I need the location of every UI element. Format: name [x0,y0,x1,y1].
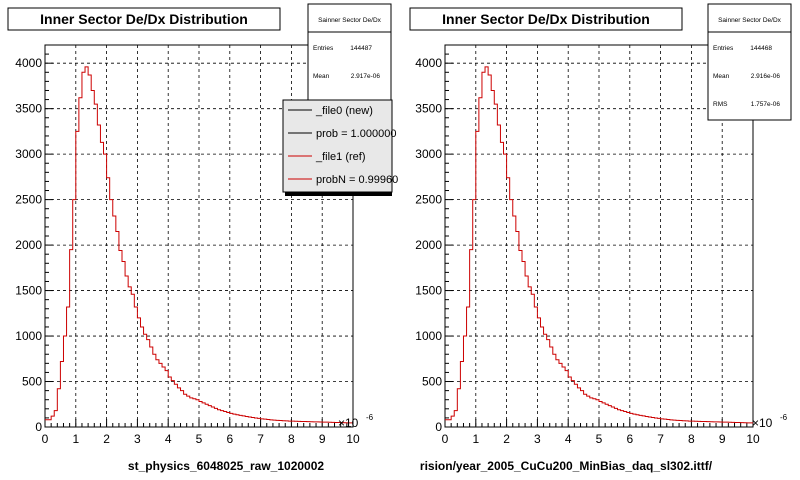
histogram-series [45,66,353,424]
x-exponent-label: ×10 [338,416,359,430]
y-tick-label: 3500 [415,102,442,116]
y-tick-label: 1500 [415,284,442,298]
y-tick-label: 3000 [415,147,442,161]
x-tick-label: 8 [688,432,695,446]
stats-box: Sainner Sector De/Dx Entries 144468 Mean… [707,3,792,121]
legend-entry: _file0 (new) [288,105,373,117]
y-tick-label: 500 [422,375,442,389]
y-tick-label: 4000 [15,56,42,70]
y-tick-label: 0 [35,420,42,434]
legend-entry: probN = 0.99960 [288,174,398,186]
x-tick-label: 8 [288,432,295,446]
axis-ticks: 0 1 2 3 4 5 6 7 8 9 10 0 500 1000 1500 2000 2500 3000 3500… [415,53,760,446]
x-tick-label: 10 [746,432,760,446]
y-tick-label: 1000 [415,329,442,343]
x-tick-label: 3 [134,432,141,446]
histogram-series [445,66,753,424]
legend-label: prob = 1.000000 [316,128,396,140]
x-tick-label: 4 [565,432,572,446]
legend-entry: _file1 (ref) [288,151,366,163]
stats-box: Sainner Sector De/Dx Entries 144487 Mean… [307,3,392,117]
x-axis-label: rision/year_2005_CuCu200_MinBias_daq_sl3… [420,459,713,473]
x-tick-label: 10 [346,432,360,446]
x-tick-label: 3 [534,432,541,446]
y-tick-label: 3500 [15,102,42,116]
x-tick-label: 4 [165,432,172,446]
x-tick-label: 9 [319,432,326,446]
stats-mean-label: Mean [313,73,330,80]
stats-rms-value: 1.757e-06 [751,101,781,108]
x-exponent-power: -6 [780,413,788,422]
legend-entry: prob = 1.000000 [288,128,396,140]
plot-title-box [409,7,683,31]
grid-lines [45,45,353,427]
x-tick-label: 7 [257,432,264,446]
x-tick-label: 5 [196,432,203,446]
left-plot-panel: Inner Sector De/Dx Distribution 0 1 2 3 4 5 6 7… [7,3,398,473]
legend: _file0 (new) prob = 1.000000 _file1 (ref… [282,99,398,196]
x-tick-label: 2 [503,432,510,446]
x-tick-label: 1 [472,432,479,446]
legend-label: _file1 (ref) [315,151,366,163]
y-tick-label: 1500 [15,284,42,298]
stats-entries-label: Entries [313,45,334,52]
stats-entries-value: 144487 [350,45,372,52]
grid-lines [445,45,753,427]
x-tick-label: 0 [442,432,449,446]
y-tick-label: 500 [22,375,42,389]
stats-rms-label: RMS [713,101,728,108]
legend-label: _file0 (new) [315,105,373,117]
y-tick-label: 0 [435,420,442,434]
x-tick-label: 5 [596,432,603,446]
plot-title: Inner Sector De/Dx Distribution [442,11,650,27]
x-tick-label: 0 [42,432,49,446]
stats-entries-value: 144468 [750,45,772,52]
stats-mean-value: 2.916e-06 [751,73,781,80]
x-tick-label: 6 [626,432,633,446]
right-plot-panel: Inner Sector De/Dx Distribution 0 1 2 3 4 5 6 7… [409,3,792,473]
plot-title: Inner Sector De/Dx Distribution [40,11,248,27]
y-tick-label: 4000 [415,56,442,70]
x-axis-label: st_physics_6048025_raw_1020002 [128,459,324,473]
y-tick-label: 3000 [15,147,42,161]
stats-mean-label: Mean [713,73,730,80]
plot-title-box [7,7,281,31]
stats-title: Sainner Sector De/Dx [718,17,782,24]
y-tick-label: 2500 [15,193,42,207]
x-exponent-label: ×10 [752,416,773,430]
x-tick-label: 1 [72,432,79,446]
axis-ticks: 0 1 2 3 4 5 6 7 8 9 10 0 500 1000 1500 2000 2500 3000 3500… [15,53,360,446]
x-tick-label: 6 [226,432,233,446]
stats-mean-value: 2.917e-06 [351,73,381,80]
stats-entries-label: Entries [713,45,734,52]
x-tick-label: 2 [103,432,110,446]
y-tick-label: 2000 [15,238,42,252]
y-tick-label: 2500 [415,193,442,207]
x-tick-label: 7 [657,432,664,446]
legend-label: probN = 0.99960 [316,174,398,186]
x-tick-label: 9 [719,432,726,446]
x-exponent-power: -6 [366,413,374,422]
y-tick-label: 2000 [415,238,442,252]
stats-title: Sainner Sector De/Dx [318,17,382,24]
y-tick-label: 1000 [15,329,42,343]
